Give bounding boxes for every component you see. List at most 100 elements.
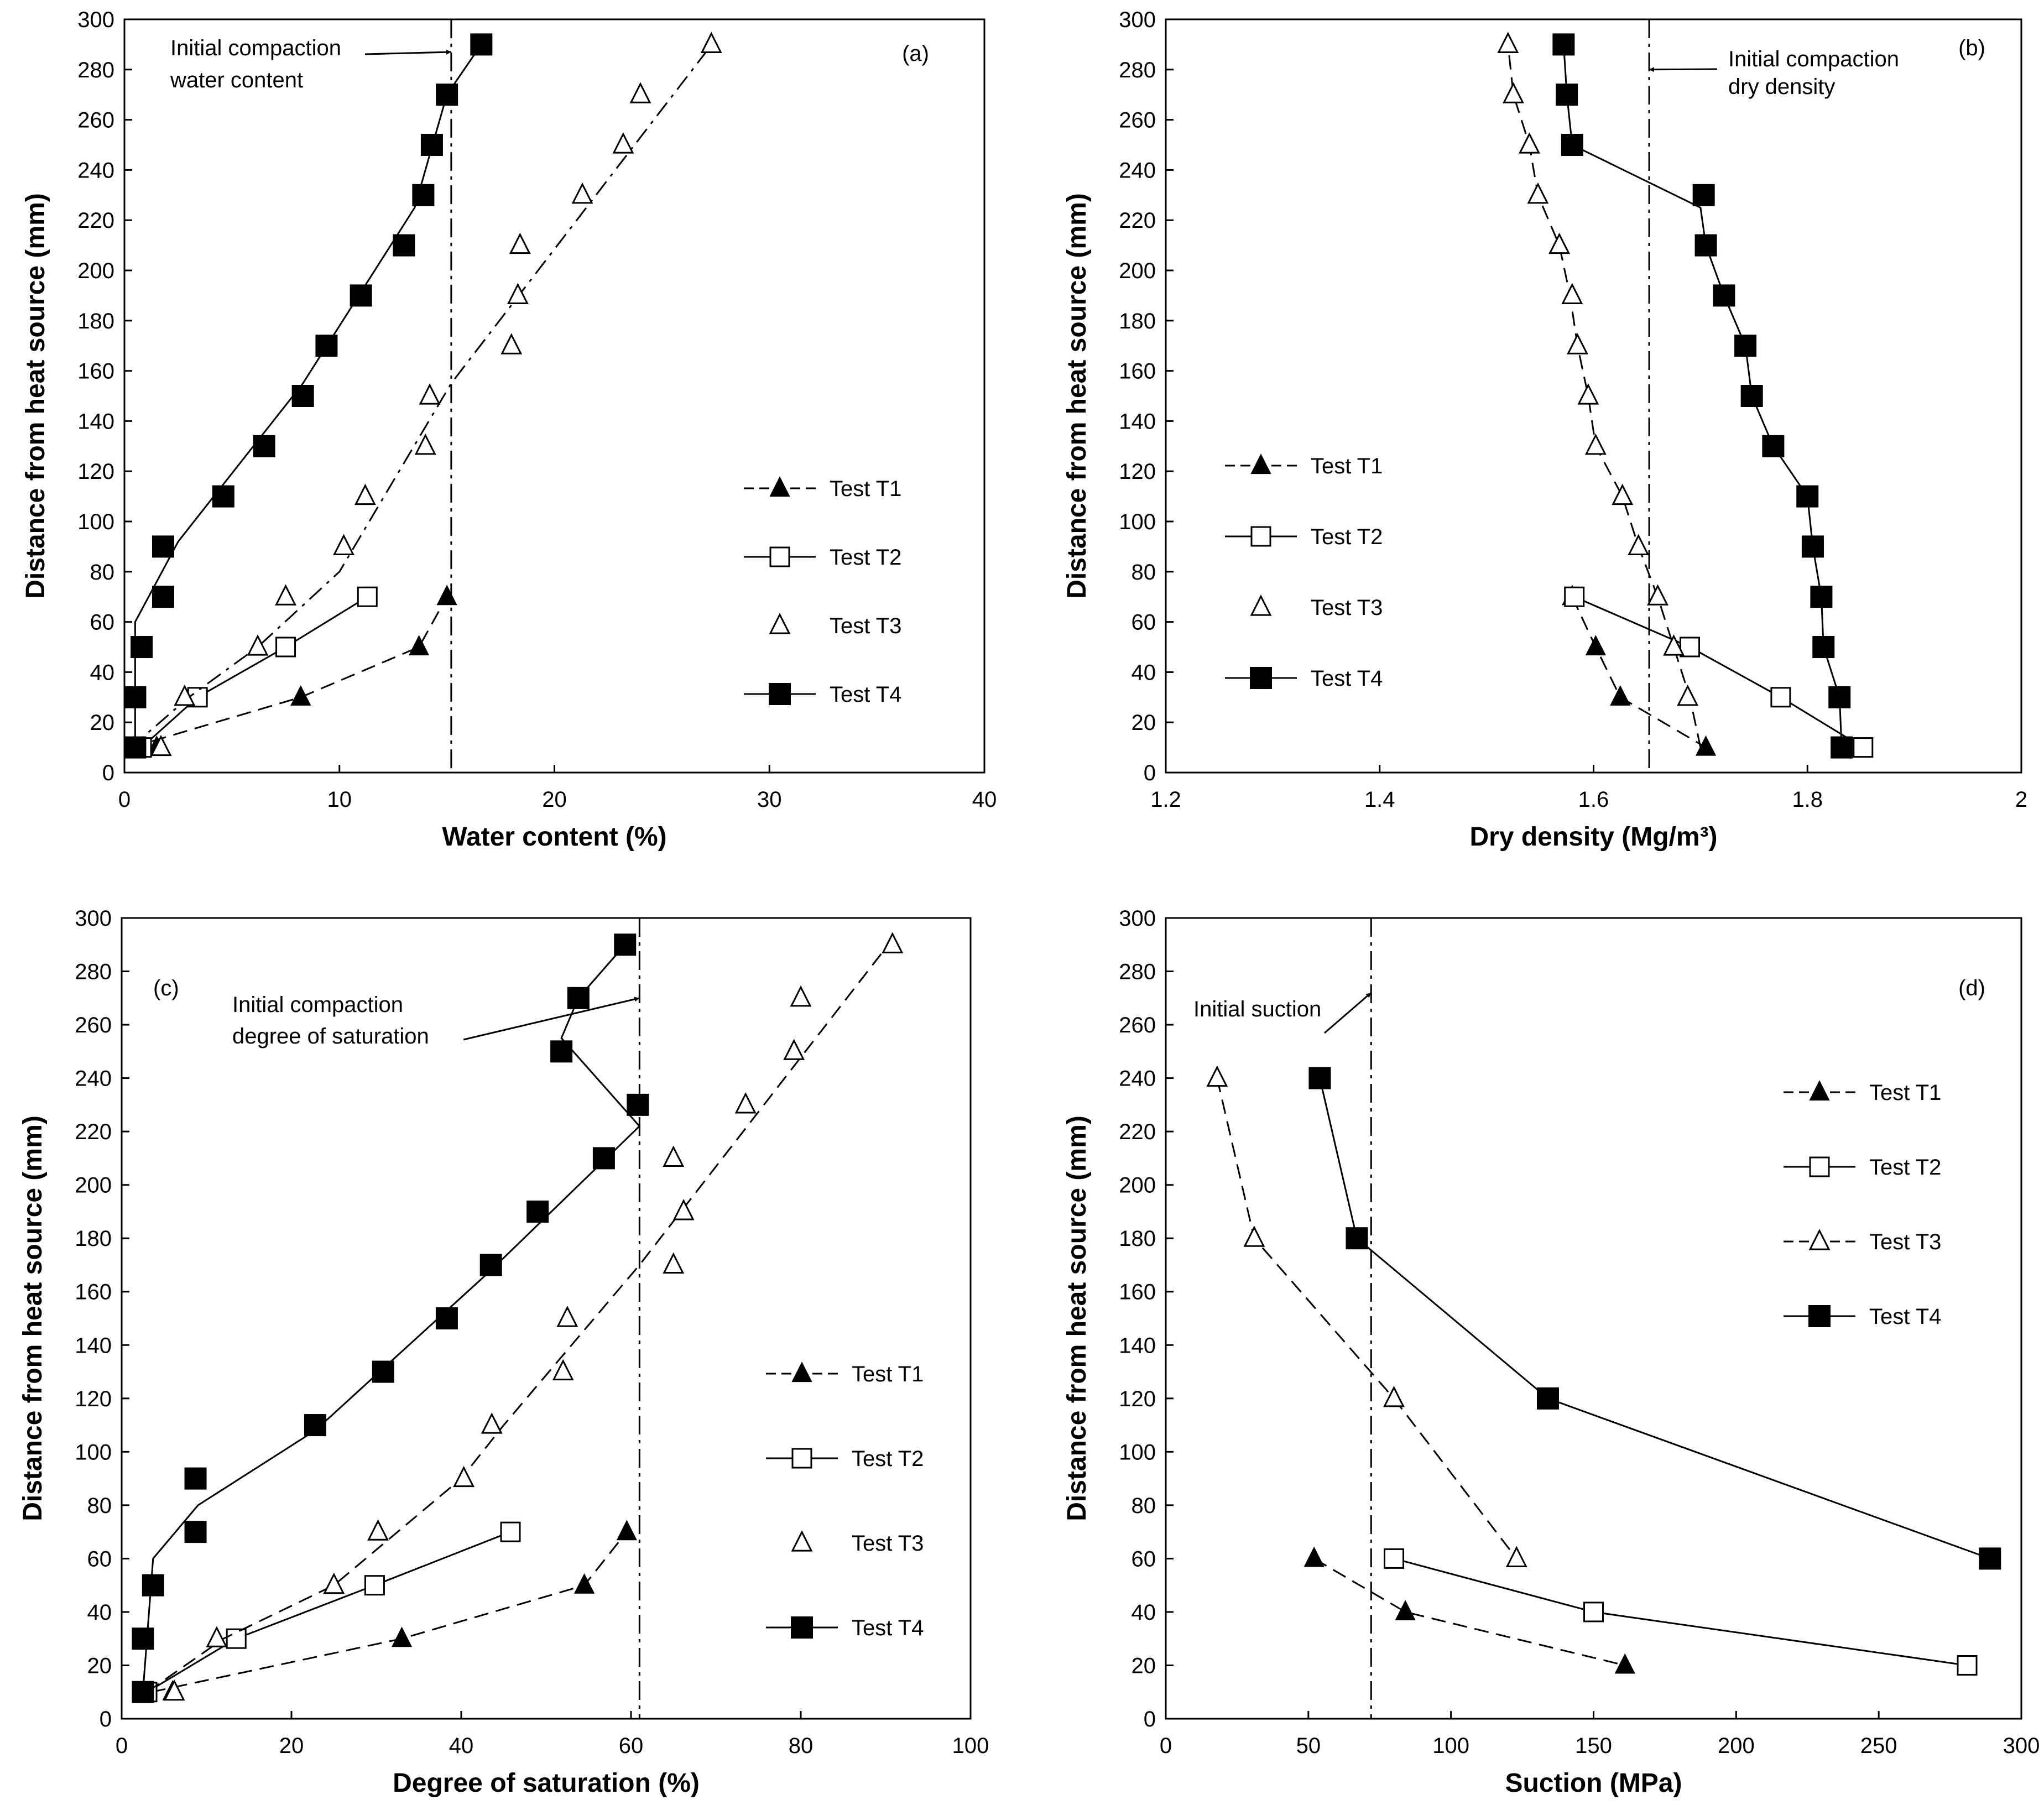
y-tick-label: 220 (1119, 208, 1156, 233)
y-tick-label: 80 (1132, 560, 1156, 585)
data-point (571, 182, 593, 204)
data-point (614, 933, 637, 956)
x-tick-label: 10 (327, 787, 352, 812)
data-point (1308, 1067, 1331, 1089)
data-point (1853, 737, 1874, 758)
panel-b-dry-density: 0 20 40 60 80 100 120 140 160 180 200 220 240 260 280 3… (1062, 8, 2027, 852)
x-tick-label: 40 (972, 787, 997, 812)
panel-d-suction: 0 20 40 60 80 100 120 140 160 180 200 220 240 260 280 3… (1062, 906, 2040, 1798)
y-axis-title: Distance from heat source (mm) (18, 1115, 48, 1521)
data-point (567, 987, 590, 1009)
y-tick-label: 120 (1119, 460, 1156, 484)
legend-marker (791, 1616, 813, 1639)
x-axis-title: Dry density (Mg/m³) (1469, 822, 1717, 852)
data-point (124, 686, 147, 708)
x-tick-label: 60 (619, 1734, 644, 1758)
series-test-t3: Test T3 (130, 32, 901, 757)
y-tick-label: 160 (77, 359, 114, 384)
legend-marker (769, 683, 791, 705)
data-point (436, 84, 458, 106)
data-point (1812, 636, 1835, 658)
x-tick-label: 30 (757, 787, 782, 812)
x-tick-label: 1.2 (1150, 787, 1181, 812)
data-point (672, 1199, 695, 1220)
series-line (1313, 1558, 1625, 1666)
data-point (350, 284, 372, 307)
data-point (1713, 284, 1735, 307)
y-tick-label: 20 (1132, 1653, 1156, 1678)
data-point (1583, 1601, 1604, 1623)
data-point (627, 1093, 649, 1116)
y-tick-label: 60 (90, 611, 115, 635)
annotation-text: dry density (1728, 75, 1835, 99)
data-point (150, 734, 172, 757)
data-point (393, 234, 415, 257)
series-line (147, 1531, 511, 1693)
data-point (364, 1575, 385, 1596)
y-tick-label: 80 (90, 560, 115, 585)
y-tick-label: 140 (1119, 1333, 1156, 1358)
y-tick-label: 180 (1119, 1227, 1156, 1251)
y-tick-label: 0 (1144, 1707, 1156, 1731)
series-line (141, 596, 368, 748)
series-test-t2: Test T2 (1225, 525, 1874, 758)
annotation-text: Initial compaction (170, 36, 341, 60)
x-tick-label: 0 (116, 1734, 128, 1758)
data-point (152, 586, 174, 608)
data-point (1628, 534, 1650, 555)
legend-label: Test T2 (852, 1447, 924, 1471)
data-point (333, 534, 354, 555)
legend-marker (1250, 453, 1271, 474)
data-point (142, 1574, 164, 1597)
data-point (1695, 735, 1717, 756)
y-tick-label: 60 (1132, 611, 1156, 635)
y-tick-label: 80 (87, 1494, 112, 1518)
data-point (556, 1306, 578, 1327)
data-point (275, 637, 296, 658)
legend-marker (1250, 526, 1271, 547)
data-point (419, 383, 441, 405)
legend-label: Test T4 (1311, 666, 1383, 691)
data-point (212, 485, 234, 508)
x-tick-label: 2 (2015, 787, 2027, 812)
legend-marker (1808, 1305, 1831, 1327)
data-point (1561, 134, 1583, 156)
y-tick-label: 120 (1119, 1387, 1156, 1411)
plot-frame (121, 917, 972, 1720)
y-tick-label: 240 (75, 1067, 112, 1091)
data-point (174, 684, 196, 706)
series-test-t1: Test T1 (1303, 1080, 1941, 1674)
y-tick-label: 140 (75, 1333, 112, 1358)
x-tick-label: 1.4 (1364, 787, 1395, 812)
annotation-text: Initial compaction (232, 993, 403, 1017)
data-point (414, 433, 436, 455)
data-point (408, 635, 430, 656)
data-point (481, 1412, 503, 1434)
data-point (783, 1039, 805, 1060)
y-tick-label: 200 (77, 259, 114, 283)
y-tick-label: 100 (1119, 1440, 1156, 1464)
legend-label: Test T2 (1311, 525, 1383, 549)
panel-label: (b) (1958, 36, 1985, 60)
data-point (663, 1252, 685, 1274)
data-point (663, 1145, 685, 1167)
x-tick-label: 40 (449, 1734, 474, 1758)
annotation-arrow (463, 997, 640, 1041)
data-point (1677, 684, 1699, 706)
data-point (1612, 483, 1634, 505)
data-point (1303, 1546, 1325, 1567)
data-point (290, 685, 311, 706)
series-test-t1: Test T1 (131, 476, 901, 756)
legend-marker (769, 613, 791, 634)
data-point (1585, 635, 1606, 656)
data-point (550, 1040, 573, 1063)
legend-marker (1809, 1156, 1830, 1177)
annotation-text: Initial suction (1193, 997, 1321, 1021)
y-tick-label: 240 (77, 158, 114, 182)
legend-label: Test T2 (1869, 1155, 1941, 1180)
data-point (882, 932, 904, 953)
data-point (132, 1627, 154, 1650)
data-point (206, 1626, 228, 1647)
y-tick-label: 20 (1132, 711, 1156, 735)
data-point (291, 385, 314, 407)
